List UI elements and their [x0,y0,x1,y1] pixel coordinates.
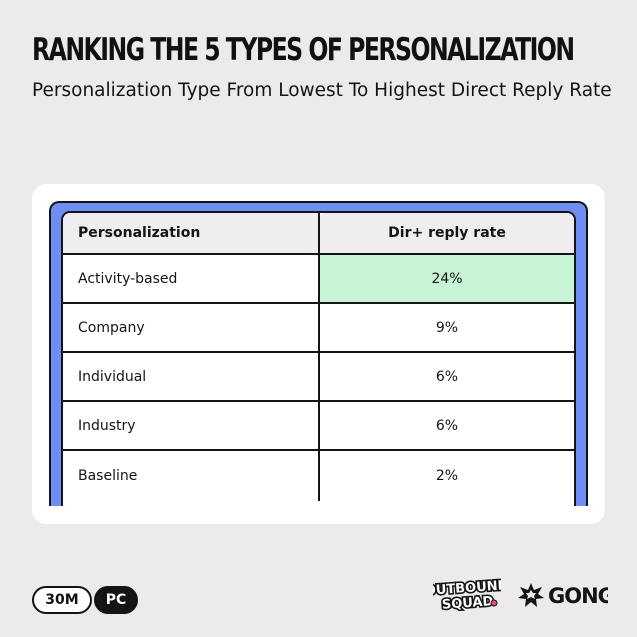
personalization-table: Personalization Dir+ reply rate Activity… [63,213,574,501]
table-row: Individual 6% [63,352,574,402]
gong-logo-text: GONG [548,584,608,608]
row-name: Individual [63,352,319,402]
badge-pc: PC [94,586,138,614]
page-title: RANKING THE 5 TYPES OF PERSONALIZATION [32,32,575,68]
column-header-reply-rate: Dir+ reply rate [318,213,574,255]
starburst-icon [518,583,544,607]
page-subtitle: Personalization Type From Lowest To High… [32,80,612,101]
outbound-logo-dot [490,599,498,607]
column-header-personalization: Personalization [63,213,319,255]
outbound-logo-line2: SQUAD [441,594,494,611]
table-row: Industry 6% [63,401,574,451]
row-name: Company [63,303,319,353]
row-rate: 6% [318,401,574,451]
brand-badge: 30M PC [32,586,138,614]
table-row: Activity-based 24% [63,254,574,304]
outbound-squad-logo: OUTBOUND SQUAD [433,577,501,611]
table-frame: Personalization Dir+ reply rate Activity… [49,201,588,506]
table-row: Baseline 2% [63,450,574,501]
gong-logo: GONG [518,583,608,608]
row-name: Activity-based [63,254,319,304]
row-rate: 9% [318,303,574,353]
row-rate: 2% [318,450,574,501]
row-name: Baseline [78,468,138,484]
table-container: Personalization Dir+ reply rate Activity… [61,211,576,506]
row-rate-highlighted: 24% [318,254,574,304]
table-header-row: Personalization Dir+ reply rate [63,213,574,255]
table-row: Company 9% [63,303,574,353]
row-rate: 6% [318,352,574,402]
outbound-logo-line1: OUTBOUND [433,578,501,599]
row-name: Industry [63,401,319,451]
badge-30m: 30M [32,586,92,614]
table-card: Personalization Dir+ reply rate Activity… [32,184,605,524]
